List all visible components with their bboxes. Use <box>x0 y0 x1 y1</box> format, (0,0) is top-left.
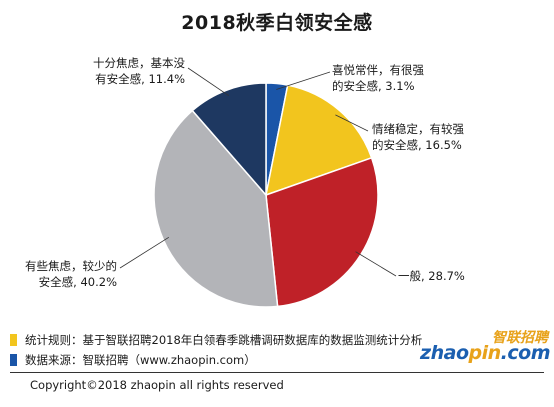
slice-label-normal: 一般, 28.7% <box>398 268 465 284</box>
logo-en-right: .com <box>500 342 551 364</box>
slice-label-line: 十分焦虑，基本没 <box>93 56 185 70</box>
logo-cn: 智联招聘 <box>492 330 548 346</box>
slice-label-very-anxious: 十分焦虑，基本没 有安全感, 11.4% <box>80 55 185 87</box>
note-swatch-blue <box>10 354 17 366</box>
leader-line-somewhat-anxious <box>119 236 170 269</box>
logo-en-left: zhao <box>420 342 469 364</box>
leader-line-very-anxious <box>187 67 230 97</box>
copyright: Copyright©2018 zhaopin all rights reserv… <box>30 378 284 392</box>
leader-line-very-secure <box>276 71 331 90</box>
slice-label-line: 有安全感, 11.4% <box>95 72 185 86</box>
slice-label-line: 一般, 28.7% <box>398 269 465 283</box>
slice-label-very-secure: 喜悦常伴，有很强 的安全感, 3.1% <box>332 62 424 94</box>
slice-label-line: 情绪稳定，有较强 <box>372 122 464 136</box>
notes: 统计规则：基于智联招聘2018年白领春季跳槽调研数据库的数据监测统计分析 数据来… <box>10 330 422 370</box>
note-swatch-yellow <box>10 334 17 346</box>
pie-slice-somewhat-anxious <box>153 109 279 308</box>
leader-line-normal <box>355 251 397 277</box>
logo-en: zhaopin.com <box>420 342 550 364</box>
note-source: 数据来源：智联招聘（www.zhaopin.com） <box>10 350 422 370</box>
footer: Copyright©2018 zhaopin all rights reserv… <box>0 372 554 407</box>
footer-divider <box>10 372 544 373</box>
note-rule: 统计规则：基于智联招聘2018年白领春季跳槽调研数据库的数据监测统计分析 <box>10 330 422 350</box>
slice-label-line: 安全感, 40.2% <box>38 275 117 289</box>
slice-label-line: 的安全感, 16.5% <box>372 138 462 152</box>
pie-slice-stable <box>265 84 373 197</box>
pie-slice-very-anxious <box>191 82 267 198</box>
chart-title: 2018秋季白领安全感 <box>181 12 373 34</box>
slice-label-line: 的安全感, 3.1% <box>332 79 415 93</box>
note-text: 数据来源：智联招聘（www.zhaopin.com） <box>25 353 256 367</box>
note-text: 统计规则：基于智联招聘2018年白领春季跳槽调研数据库的数据监测统计分析 <box>25 333 423 347</box>
leader-line-stable <box>335 114 369 132</box>
slice-label-somewhat-anxious: 有些焦虑，较少的 安全感, 40.2% <box>12 258 117 290</box>
zhaopin-logo: 智联招聘 zhaopin.com <box>420 327 552 369</box>
slice-label-line: 有些焦虑，较少的 <box>25 259 117 273</box>
slice-label-line: 喜悦常伴，有很强 <box>332 63 424 77</box>
logo-en-mid: pin <box>468 342 502 364</box>
pie-chart <box>119 67 397 308</box>
slice-label-stable: 情绪稳定，有较强 的安全感, 16.5% <box>372 121 464 153</box>
